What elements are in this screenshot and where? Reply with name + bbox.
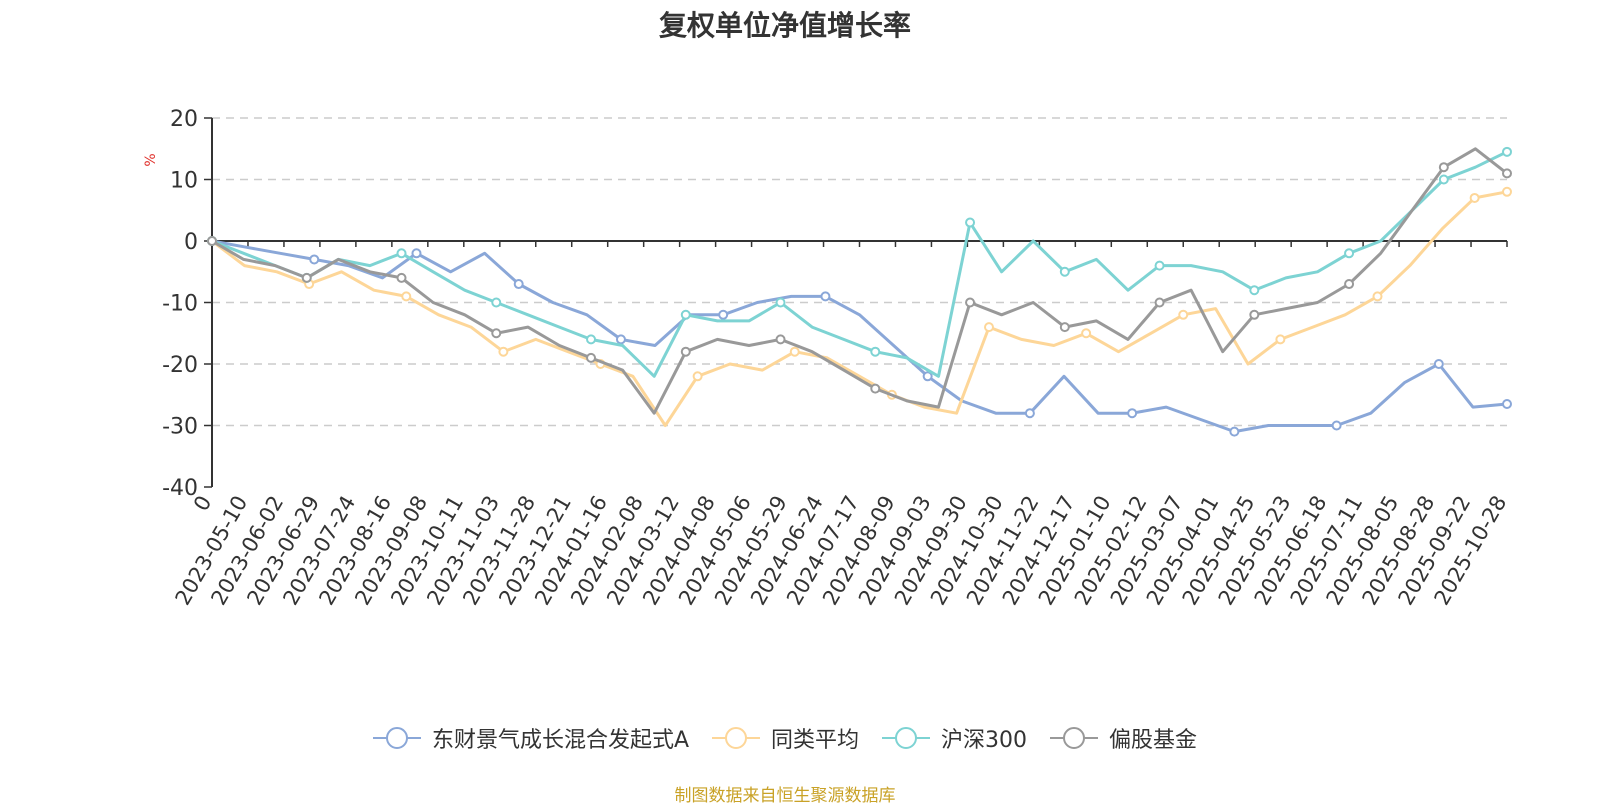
- data-point-equity: [1154, 297, 1165, 308]
- data-point-peer: [1081, 328, 1092, 339]
- legend-label: 东财景气成长混合发起式A: [431, 728, 690, 753]
- data-point-equity: [775, 334, 786, 345]
- data-point-peer: [789, 346, 800, 357]
- data-point-hs300: [1154, 260, 1165, 271]
- data-point-hs300: [965, 217, 976, 228]
- data-point-hs300: [396, 248, 407, 259]
- data-point-fund: [513, 279, 524, 290]
- legend-marker-icon: [372, 726, 421, 750]
- series-line-equity: [211, 147, 1508, 415]
- data-point-fund: [615, 334, 626, 345]
- data-point-peer: [401, 291, 412, 302]
- legend-label: 偏股基金: [1109, 728, 1198, 753]
- data-point-equity: [301, 272, 312, 283]
- data-point-fund: [1229, 426, 1240, 437]
- legend-label: 同类平均: [771, 728, 860, 753]
- data-point-peer: [1178, 309, 1189, 320]
- data-point-equity: [1059, 322, 1070, 333]
- x-tick-label: 0: [189, 492, 216, 516]
- data-point-fund: [1502, 398, 1512, 409]
- data-point-equity: [1438, 162, 1449, 173]
- data-point-equity: [396, 272, 407, 283]
- data-point-peer: [1469, 192, 1480, 203]
- data-point-hs300: [1502, 146, 1512, 157]
- grid-lines: [212, 117, 1507, 427]
- data-point-fund: [1127, 408, 1138, 419]
- series-line-peer: [211, 190, 1508, 427]
- legend-label: 沪深300: [941, 728, 1028, 753]
- data-point-peer: [1372, 291, 1383, 302]
- y-axis-unit-label: %: [143, 153, 159, 166]
- source-note: 制图数据来自恒生聚源数据库: [674, 786, 896, 806]
- data-point-equity: [491, 328, 502, 339]
- data-point-hs300: [775, 297, 786, 308]
- y-tick-label: -30: [162, 415, 198, 440]
- data-point-fund: [718, 309, 729, 320]
- data-point-equity: [207, 236, 217, 246]
- chart-title: 复权单位净值增长率: [658, 9, 911, 42]
- data-point-hs300: [1438, 174, 1449, 185]
- y-tick-label: -20: [162, 353, 198, 378]
- legend-item-equity-fund[interactable]: 偏股基金: [1050, 722, 1197, 754]
- data-point-fund: [1433, 359, 1444, 369]
- data-point-equity: [680, 346, 691, 357]
- y-tick-label: -40: [162, 476, 198, 501]
- y-tick-label: 0: [184, 230, 198, 255]
- data-point-hs300: [680, 309, 691, 320]
- data-point-fund: [922, 371, 933, 382]
- data-point-fund: [1024, 408, 1035, 419]
- data-point-peer: [1502, 186, 1512, 197]
- data-point-hs300: [1344, 248, 1355, 259]
- legend-marker-icon: [882, 726, 931, 750]
- series-line-hs300: [211, 150, 1508, 378]
- data-point-peer: [692, 371, 703, 382]
- data-point-peer: [1275, 334, 1286, 345]
- data-point-equity: [1249, 309, 1260, 320]
- data-point-fund: [1331, 420, 1342, 431]
- data-point-fund: [309, 254, 320, 265]
- series-lines: [207, 146, 1512, 437]
- data-point-equity: [870, 383, 881, 394]
- data-point-equity: [1502, 168, 1512, 179]
- legend-marker-icon: [1050, 726, 1099, 750]
- data-point-hs300: [870, 346, 881, 357]
- data-point-fund: [411, 248, 422, 259]
- legend-item-hs300[interactable]: 沪深300: [882, 722, 1027, 754]
- legend: 东财景气成长混合发起式A 同类平均 沪深300 偏股基金: [0, 722, 1570, 754]
- data-point-hs300: [491, 297, 502, 308]
- y-tick-label: -10: [162, 292, 198, 317]
- axes: 20100-10-20-30-4002023-05-102023-06-0220…: [162, 107, 1511, 609]
- y-tick-label: 10: [170, 169, 198, 194]
- legend-marker-icon: [712, 726, 761, 750]
- data-point-peer: [498, 346, 509, 357]
- data-point-equity: [1344, 279, 1355, 290]
- series-line-fund: [211, 239, 1508, 434]
- data-point-hs300: [1249, 285, 1260, 296]
- legend-item-fund[interactable]: 东财景气成长混合发起式A: [372, 722, 690, 754]
- data-point-hs300: [586, 334, 597, 345]
- data-point-fund: [820, 291, 831, 302]
- y-tick-label: 20: [170, 107, 198, 132]
- data-point-peer: [984, 322, 994, 333]
- data-point-equity: [965, 297, 976, 308]
- data-point-hs300: [1059, 266, 1070, 277]
- data-point-equity: [586, 352, 597, 363]
- legend-item-peer-average[interactable]: 同类平均: [712, 722, 859, 754]
